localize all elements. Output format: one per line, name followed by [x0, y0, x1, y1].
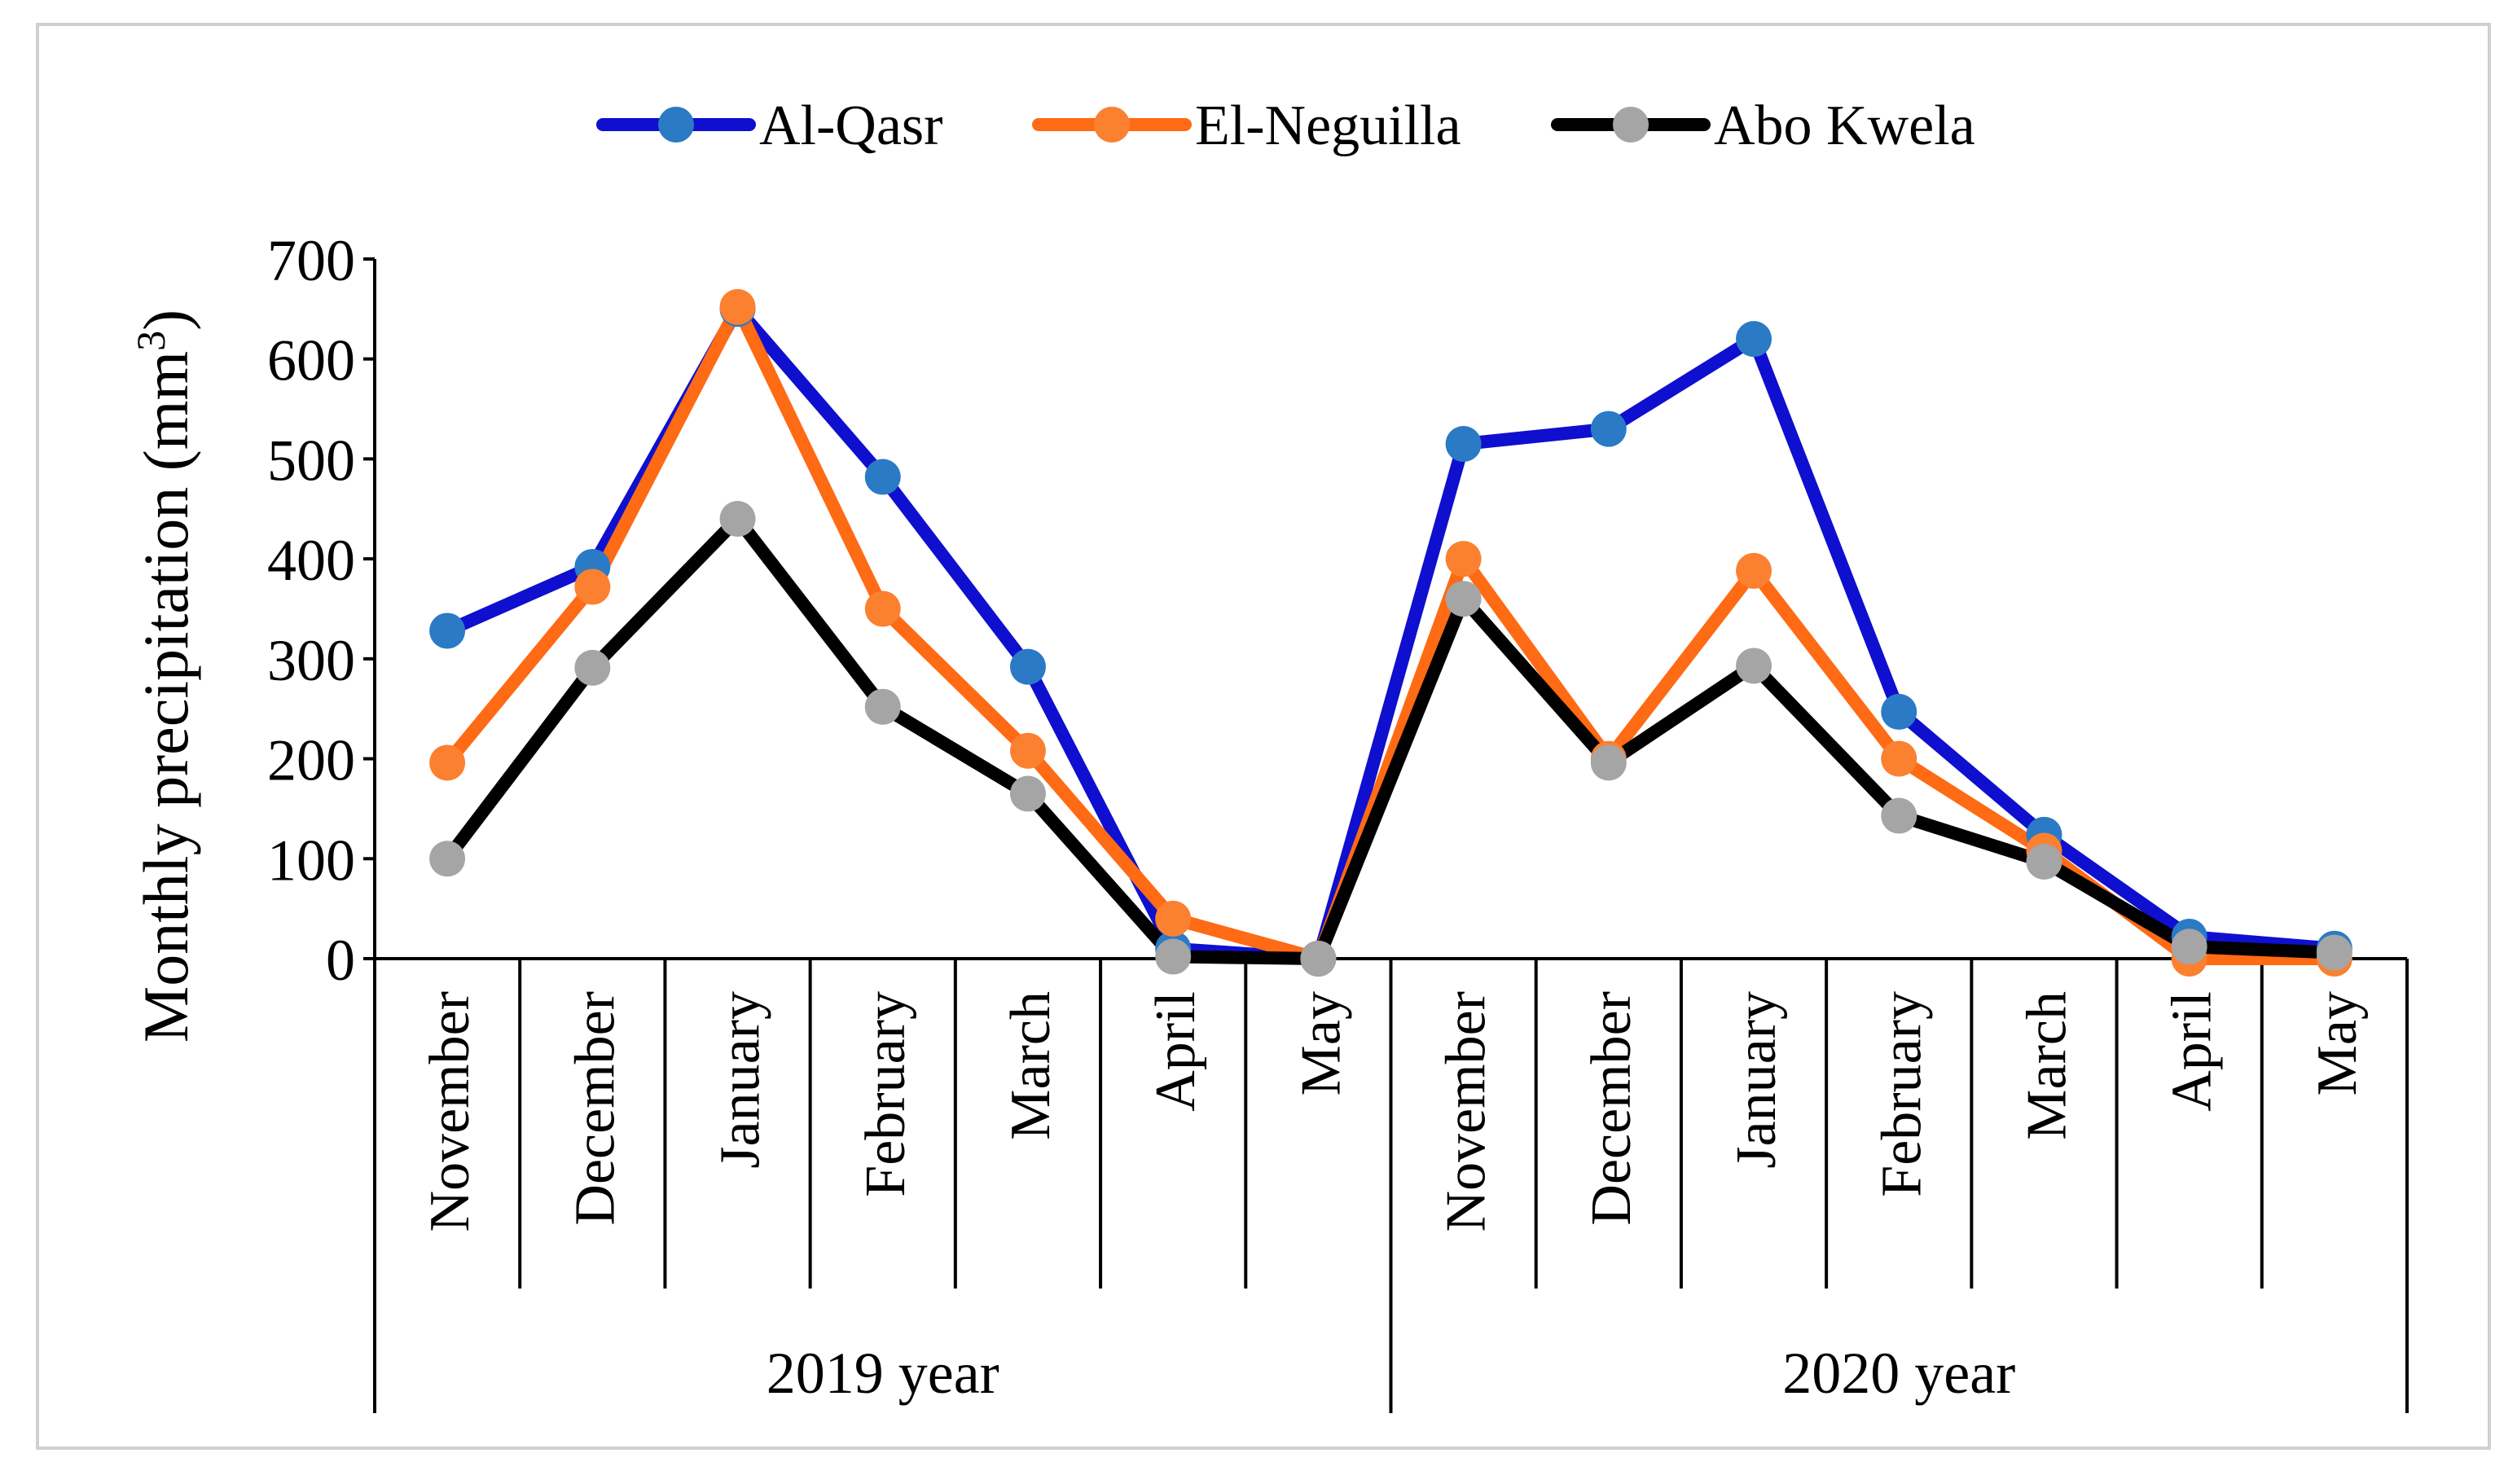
series-points	[429, 288, 2352, 977]
series-lines	[441, 300, 2341, 965]
x-category-label: May	[2306, 991, 2369, 1095]
x-category-label: March	[2015, 991, 2078, 1140]
data-point	[1445, 541, 1482, 577]
x-group-label: 2020 year	[1782, 1341, 2015, 1406]
data-point	[1590, 411, 1627, 447]
x-category-label: January	[1725, 991, 1788, 1169]
chart-frame	[36, 23, 2491, 1450]
y-tick-label: 200	[267, 728, 355, 793]
y-tick-label: 500	[267, 428, 355, 493]
data-point	[864, 688, 901, 725]
data-point	[719, 501, 756, 538]
data-point	[864, 459, 901, 495]
legend-label: Abo Kwela	[1714, 94, 1975, 157]
x-category-label: April	[2161, 991, 2224, 1112]
x-category-label: April	[1144, 991, 1207, 1112]
x-category-label: January	[709, 991, 772, 1169]
x-category-label: November	[1435, 991, 1498, 1232]
data-point	[719, 288, 756, 325]
legend-marker-swatch	[1094, 107, 1130, 143]
data-point	[429, 744, 466, 781]
chart-axes	[363, 257, 2409, 1413]
data-point	[1736, 648, 1772, 684]
x-category-label: December	[1580, 991, 1643, 1226]
data-point	[574, 649, 611, 686]
series-line	[441, 512, 2341, 965]
data-point	[1009, 775, 1046, 812]
data-point	[864, 591, 901, 627]
data-point	[1155, 938, 1192, 975]
x-category-labels: November December January February March Apri…	[419, 991, 2369, 1232]
x-category-label: February	[854, 991, 917, 1197]
x-group-labels: 2019 year 2020 year	[767, 1341, 2015, 1406]
legend-marker-swatch	[658, 107, 694, 143]
data-point	[2026, 843, 2062, 880]
data-point	[429, 612, 466, 649]
y-tick-label: 600	[267, 328, 355, 393]
data-point	[2171, 929, 2207, 965]
y-axis-title: Monthly precipitation (mm3)	[128, 310, 201, 1043]
chart-legend: Al-Qasr El-Neguilla Abo Kwela	[596, 94, 1975, 157]
y-tick-label: 700	[267, 228, 355, 293]
x-category-label: February	[1870, 991, 1933, 1197]
data-point	[1009, 732, 1046, 769]
data-point	[429, 841, 466, 877]
y-axis-title-superscript: 3	[128, 331, 174, 351]
data-point	[1300, 941, 1337, 977]
data-point	[1445, 581, 1482, 617]
legend-label: Al-Qasr	[759, 94, 942, 157]
y-tick-labels: 0 100 200 300 400 500 600 700	[267, 228, 355, 993]
data-point	[1736, 321, 1772, 358]
x-group-label: 2019 year	[767, 1341, 999, 1406]
x-category-label: November	[419, 991, 481, 1232]
data-point	[1009, 648, 1046, 685]
x-category-label: May	[1289, 991, 1352, 1095]
series-line	[441, 302, 2341, 965]
data-point	[1590, 744, 1627, 781]
data-point	[1881, 740, 1917, 777]
legend-marker-swatch	[1613, 107, 1649, 143]
data-point	[1736, 552, 1772, 589]
data-point	[1881, 797, 1917, 834]
y-tick-label: 400	[267, 528, 355, 593]
x-category-label: December	[564, 991, 626, 1226]
series-line	[441, 300, 2341, 965]
y-tick-label: 100	[267, 828, 355, 893]
data-point	[2316, 934, 2352, 971]
data-point	[1445, 426, 1482, 463]
data-point	[574, 569, 611, 605]
x-category-label: March	[999, 991, 1062, 1140]
data-point	[1155, 900, 1192, 937]
y-tick-label: 0	[326, 928, 355, 993]
data-point	[1881, 693, 1917, 730]
y-tick-label: 300	[267, 628, 355, 693]
legend-label: El-Neguilla	[1195, 94, 1461, 157]
